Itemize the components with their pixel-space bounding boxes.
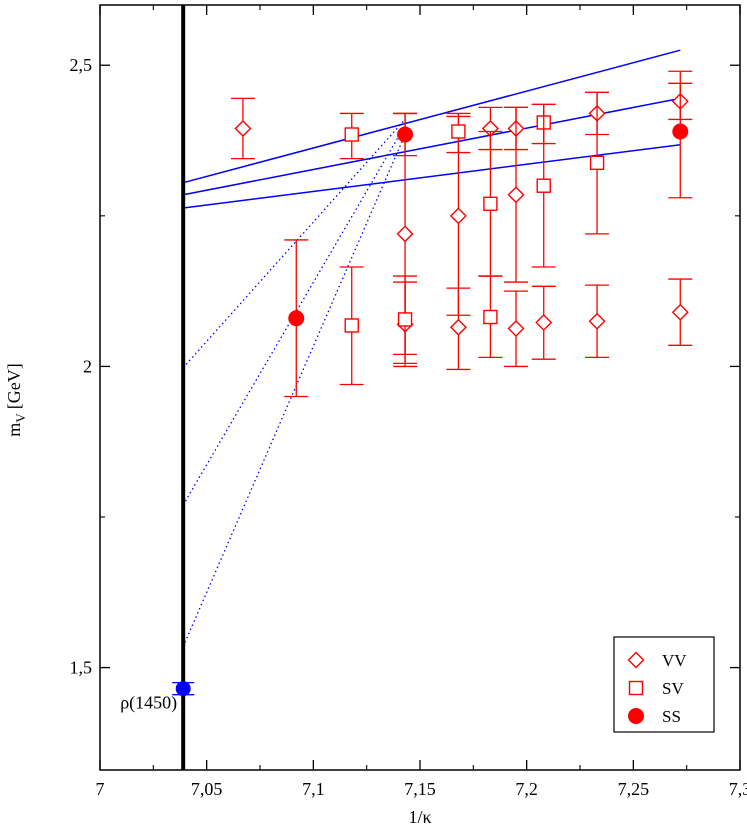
y-tick-label: 2,5	[70, 55, 93, 75]
y-axis-title-main: m	[4, 423, 24, 437]
data-point-vv	[396, 225, 414, 243]
extrapolation-line	[182, 125, 406, 506]
x-tick-label: 7,25	[618, 779, 650, 799]
y-axis-title-sub: V	[13, 413, 28, 423]
fit-lines	[183, 49, 681, 209]
y-tick-label: 2	[83, 356, 92, 376]
legend-marker-vv	[627, 651, 645, 669]
extrapolation-line	[182, 134, 406, 647]
data-point-vv	[449, 318, 467, 336]
y-axis-title-unit: [GeV]	[4, 363, 24, 409]
x-tick-label: 7,2	[515, 779, 538, 799]
extrapolation-line	[182, 119, 406, 369]
x-tick-label: 7,1	[302, 779, 325, 799]
legend-label-ss: SS	[662, 707, 681, 726]
reference-point-label: ρ(1450)	[120, 693, 177, 714]
data-point-vv	[449, 207, 467, 225]
x-tick-label: 7,05	[191, 779, 223, 799]
legend-label-vv: VV	[662, 651, 687, 670]
data-point-vv	[535, 313, 553, 331]
data-point-vv	[507, 186, 525, 204]
data-point-sv	[344, 318, 359, 333]
legend-label-sv: SV	[662, 679, 684, 698]
data-series	[230, 70, 693, 398]
data-point-sv	[451, 124, 466, 139]
data-point-sv	[397, 312, 413, 327]
y-axis-title: mV [GeV]	[4, 363, 28, 436]
data-point-vv	[671, 303, 689, 321]
extrapolation-lines	[182, 119, 406, 647]
reference-point: ρ(1450)	[120, 681, 195, 714]
data-point-vv	[588, 312, 606, 330]
x-tick-label: 7,15	[404, 779, 436, 799]
data-point-sv	[536, 178, 551, 193]
data-point-ss	[397, 126, 414, 143]
data-point-sv	[344, 127, 359, 142]
fit-line	[183, 144, 681, 209]
y-tick-label: 1,5	[70, 658, 93, 678]
legend-marker-sv	[628, 680, 644, 696]
data-point-sv	[483, 196, 498, 211]
y-axis-ticks: 1,5 2 2,5	[70, 55, 740, 678]
data-point-vv	[234, 119, 252, 137]
legend-marker-ss	[628, 708, 644, 724]
x-tick-label: 7	[96, 779, 105, 799]
x-axis-title: 1/κ	[408, 807, 431, 827]
x-tick-label: 7,3	[729, 779, 747, 799]
data-point-sv	[483, 309, 498, 325]
series-sv	[339, 91, 610, 386]
data-point-ss	[288, 310, 305, 327]
series-ss	[284, 70, 693, 398]
x-axis-ticks: 7 7,05 7,1 7,15 7,2 7,25 7,3	[96, 5, 747, 799]
fit-line	[183, 97, 681, 196]
fit-line	[183, 49, 681, 184]
legend: VV SV SS	[613, 636, 715, 733]
data-point-sv	[589, 155, 605, 171]
reference-point-marker	[175, 681, 191, 697]
data-point-ss	[672, 123, 689, 140]
data-point-vv	[507, 319, 525, 337]
